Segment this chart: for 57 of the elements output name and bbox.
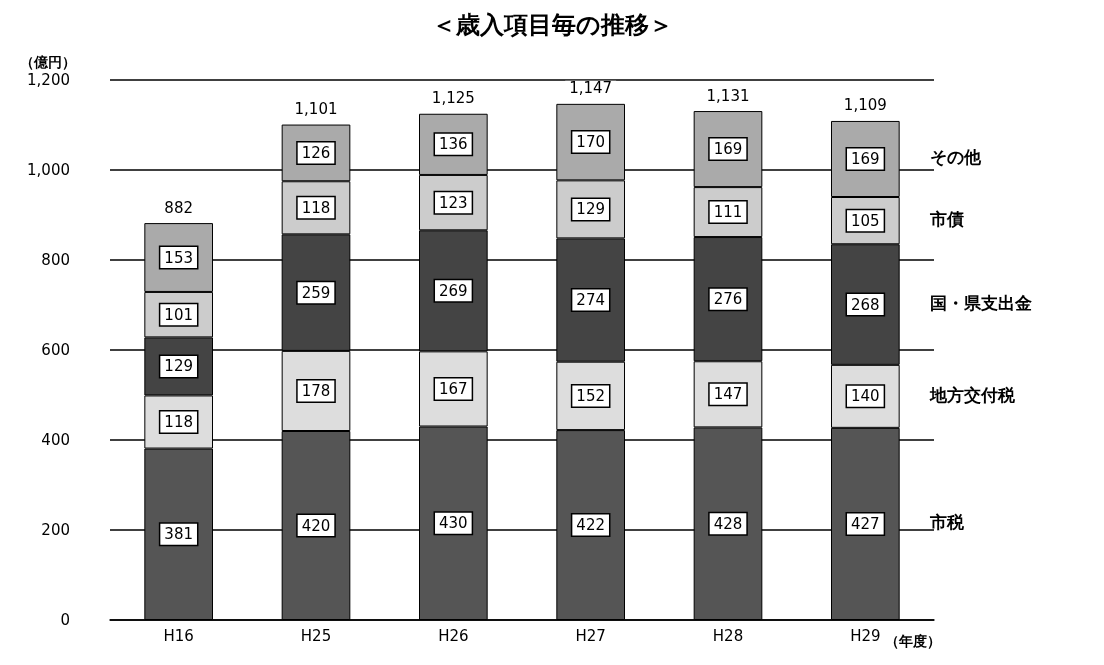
y-tick-label: 600 [41, 341, 70, 359]
total-label: 1,101 [294, 100, 338, 119]
x-tick-label: H27 [575, 626, 606, 645]
x-tick-label: H26 [438, 626, 469, 645]
total-label: 1,109 [843, 96, 887, 115]
y-tick-label: 800 [41, 251, 70, 269]
y-tick-label: 1,000 [27, 161, 70, 179]
data-label: 153 [164, 248, 193, 267]
data-label: 430 [439, 514, 468, 533]
series-label: 国・県支出金 [930, 293, 1033, 314]
data-label: 427 [851, 514, 880, 533]
y-tick-label: 1,200 [27, 71, 70, 89]
data-label: 274 [576, 291, 605, 310]
series-label: その他 [930, 147, 983, 168]
x-tick-label: H16 [163, 626, 194, 645]
x-axis-title: （年度） [885, 633, 942, 649]
total-label: 1,147 [569, 79, 613, 98]
total-label: 1,125 [431, 89, 475, 108]
data-label: 111 [713, 203, 743, 222]
series-label: 市税 [929, 512, 966, 533]
x-tick-label: H29 [850, 626, 881, 645]
data-label: 169 [851, 149, 880, 168]
data-label: 123 [439, 193, 468, 212]
total-label: 882 [164, 198, 193, 217]
x-tick-label: H28 [712, 626, 744, 645]
data-label: 129 [164, 357, 193, 376]
data-label: 167 [439, 379, 468, 398]
y-tick-label: 400 [41, 431, 70, 449]
data-label: 268 [851, 295, 880, 314]
data-label: 420 [301, 516, 331, 535]
data-label: 428 [713, 514, 743, 533]
y-tick-label: 0 [60, 611, 70, 629]
data-label: 170 [576, 133, 605, 152]
data-label: 126 [301, 143, 331, 162]
data-label: 140 [851, 387, 880, 406]
data-label: 422 [576, 516, 605, 535]
data-label: 118 [164, 413, 193, 431]
data-label: 129 [576, 200, 605, 219]
x-tick-label: H25 [300, 626, 332, 645]
data-label: 276 [713, 290, 743, 309]
data-label: 105 [851, 211, 880, 230]
data-label: 259 [301, 283, 331, 302]
chart-title: ＜歳入項目毎の推移＞ [431, 11, 673, 39]
data-label: 152 [576, 386, 605, 405]
series-label: 市債 [929, 209, 965, 230]
data-label: 178 [301, 381, 331, 400]
data-label: 269 [439, 281, 468, 300]
data-label: 381 [164, 525, 193, 544]
data-label: 101 [164, 305, 193, 324]
y-axis-title: （億円） [20, 54, 76, 70]
series-label: 地方交付税 [929, 384, 1017, 405]
total-label: 1,131 [706, 86, 750, 105]
data-label: 169 [713, 140, 743, 159]
data-label: 118 [301, 198, 331, 217]
data-label: 136 [439, 135, 468, 154]
y-tick-label: 200 [41, 521, 70, 539]
data-label: 147 [713, 385, 743, 404]
